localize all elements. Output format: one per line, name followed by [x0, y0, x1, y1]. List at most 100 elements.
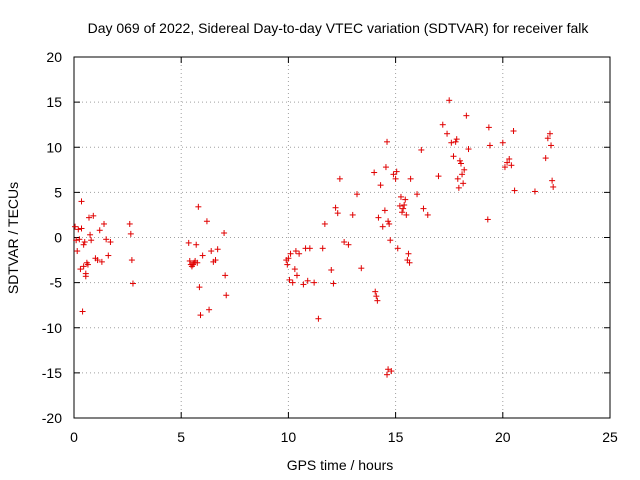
y-axis-title: SDTVAR / TECUs — [5, 182, 21, 294]
data-point — [454, 175, 461, 182]
data-point — [379, 223, 386, 230]
y-tick-label: -5 — [50, 275, 63, 291]
data-point — [384, 138, 391, 145]
data-point — [394, 245, 401, 252]
data-point — [358, 265, 365, 272]
data-point — [511, 187, 518, 194]
data-point — [345, 241, 352, 248]
data-point — [450, 153, 457, 160]
data-point — [484, 216, 491, 223]
data-point — [98, 258, 105, 265]
data-point — [291, 266, 298, 273]
y-axis-tick-labels: -20 -15 -10 -5 0 5 10 15 20 — [42, 49, 62, 426]
x-tick-label: 20 — [495, 429, 511, 445]
data-point — [354, 191, 361, 198]
x-axis-title: GPS time / hours — [287, 457, 394, 473]
data-point — [371, 169, 378, 176]
data-point — [285, 255, 292, 262]
data-point — [336, 175, 343, 182]
axis-ticks — [73, 56, 611, 419]
data-point — [293, 272, 300, 279]
data-point — [403, 211, 410, 218]
data-point — [501, 164, 508, 171]
y-tick-label: -10 — [42, 320, 62, 336]
data-point — [444, 130, 451, 137]
data-point — [88, 237, 95, 244]
data-point — [193, 241, 200, 248]
data-point — [287, 250, 294, 257]
y-tick-label: 20 — [46, 49, 62, 65]
data-point — [400, 205, 407, 212]
data-point — [486, 142, 493, 149]
data-point — [196, 284, 203, 291]
data-point — [306, 245, 313, 252]
data-point — [401, 202, 408, 209]
data-point — [84, 261, 91, 268]
data-point — [392, 175, 399, 182]
data-point — [407, 175, 414, 182]
data-point — [87, 231, 94, 238]
data-point — [289, 279, 296, 286]
data-point — [74, 248, 81, 255]
data-point — [435, 173, 442, 180]
data-point — [461, 166, 468, 173]
data-point — [208, 248, 215, 255]
data-point — [197, 312, 204, 319]
data-point — [284, 261, 291, 268]
data-point — [385, 218, 392, 225]
data-point — [372, 288, 379, 295]
x-tick-label: 25 — [602, 429, 618, 445]
data-point — [396, 202, 403, 209]
data-point — [382, 164, 389, 171]
data-point — [334, 210, 341, 217]
data-point — [406, 259, 413, 266]
data-point — [128, 257, 135, 264]
data-point — [424, 211, 431, 218]
data-point — [387, 237, 394, 244]
data-point — [420, 205, 427, 212]
data-point — [388, 368, 395, 375]
data-point — [330, 280, 337, 287]
data-point — [127, 230, 134, 237]
data-points — [72, 97, 557, 378]
data-point — [459, 171, 466, 178]
data-point — [456, 157, 463, 164]
data-point — [455, 184, 462, 191]
data-point — [446, 97, 453, 104]
data-point — [195, 203, 202, 210]
data-point — [223, 292, 230, 299]
grid-lines — [74, 57, 610, 418]
data-point — [186, 257, 193, 264]
data-point — [72, 223, 79, 230]
data-point — [78, 198, 85, 205]
data-point — [311, 279, 318, 286]
data-point — [349, 211, 356, 218]
data-point — [212, 257, 219, 264]
data-point — [103, 236, 110, 243]
data-point — [463, 112, 470, 119]
data-point — [75, 226, 82, 233]
data-point — [452, 138, 459, 145]
data-point — [399, 209, 406, 216]
data-point — [126, 220, 133, 227]
data-point — [373, 293, 380, 300]
data-point — [418, 146, 425, 153]
data-point — [510, 128, 517, 135]
data-point — [457, 160, 464, 167]
data-point — [107, 239, 114, 246]
data-point — [94, 257, 101, 264]
data-point — [221, 229, 228, 236]
data-point — [377, 182, 384, 189]
x-axis-tick-labels: 0 5 10 15 20 25 — [70, 429, 618, 445]
data-point — [402, 196, 409, 203]
data-point — [546, 130, 553, 137]
data-point — [300, 281, 307, 288]
y-tick-label: 5 — [54, 184, 62, 200]
data-point — [78, 225, 85, 232]
data-point — [304, 277, 311, 284]
data-point — [542, 155, 549, 162]
data-point — [296, 250, 303, 257]
data-point — [105, 252, 112, 259]
data-point — [453, 136, 460, 143]
